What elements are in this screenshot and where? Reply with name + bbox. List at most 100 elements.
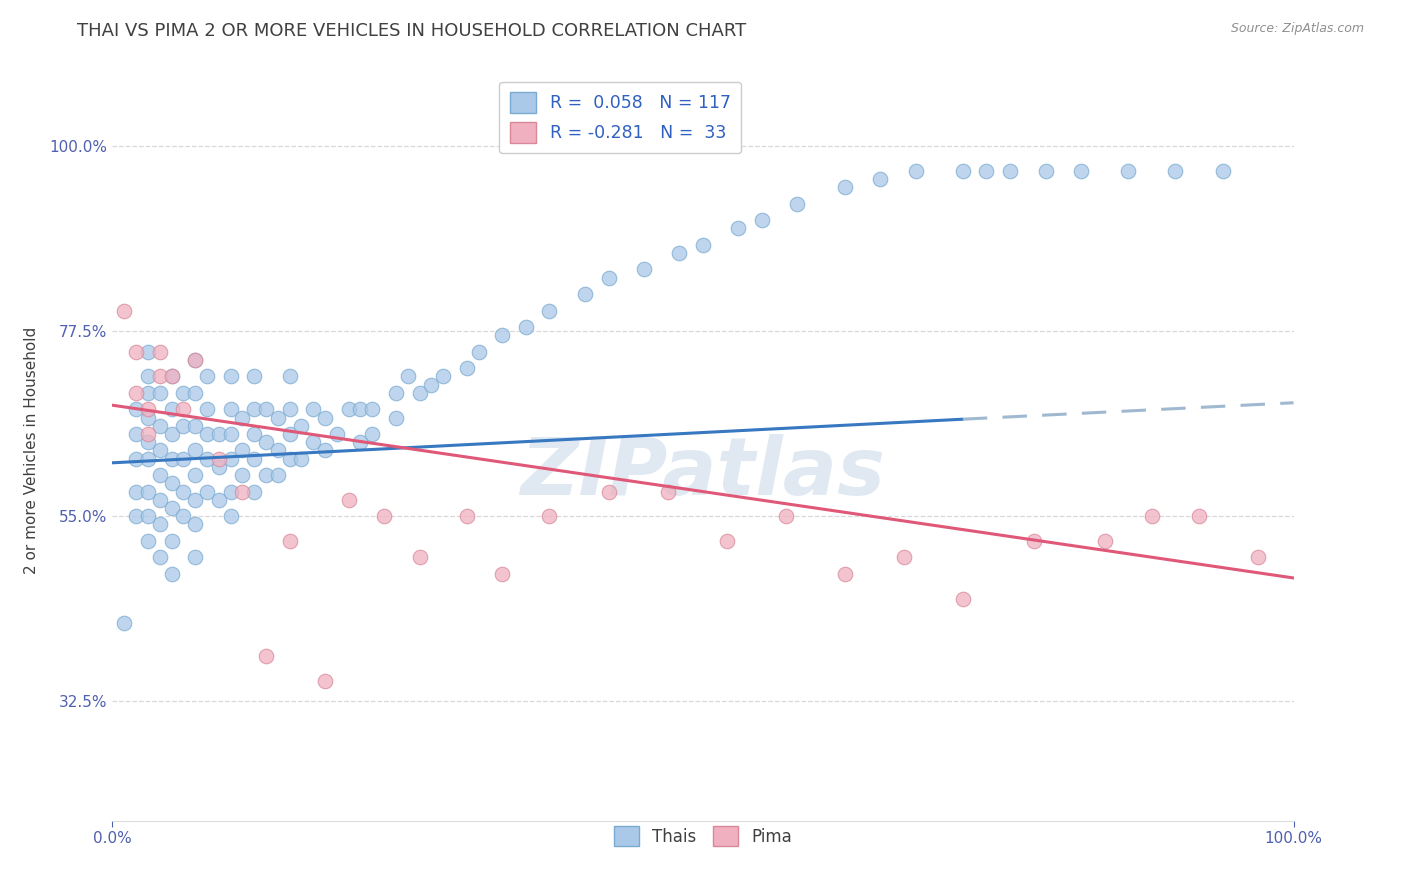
Point — [172, 385, 194, 400]
Point — [136, 410, 159, 425]
Point — [184, 353, 207, 368]
Point — [337, 402, 360, 417]
Point — [231, 484, 253, 499]
Point — [361, 427, 384, 442]
Point — [775, 509, 797, 524]
Point — [172, 484, 194, 499]
Point — [538, 509, 561, 524]
Point — [136, 484, 159, 499]
Point — [149, 443, 172, 458]
Point — [278, 533, 301, 548]
Text: ZIPatlas: ZIPatlas — [520, 434, 886, 512]
Point — [243, 427, 266, 442]
Point — [184, 353, 207, 368]
Point — [467, 344, 489, 359]
Point — [314, 673, 336, 688]
Point — [208, 451, 231, 466]
Point — [278, 402, 301, 417]
Point — [893, 550, 915, 565]
Point — [290, 418, 312, 433]
Point — [1188, 509, 1211, 524]
Point — [834, 180, 856, 194]
Point — [184, 550, 207, 565]
Point — [149, 492, 172, 507]
Point — [243, 484, 266, 499]
Point — [172, 402, 194, 417]
Point — [574, 287, 596, 301]
Point — [125, 402, 148, 417]
Point — [231, 443, 253, 458]
Point — [160, 369, 183, 384]
Point — [149, 418, 172, 433]
Point — [1022, 533, 1045, 548]
Point — [219, 369, 242, 384]
Point — [172, 418, 194, 433]
Point — [598, 484, 620, 499]
Point — [361, 402, 384, 417]
Y-axis label: 2 or more Vehicles in Household: 2 or more Vehicles in Household — [24, 326, 38, 574]
Point — [208, 427, 231, 442]
Point — [408, 385, 430, 400]
Point — [184, 492, 207, 507]
Point — [598, 270, 620, 285]
Point — [160, 476, 183, 491]
Point — [314, 443, 336, 458]
Point — [267, 468, 290, 483]
Point — [1070, 163, 1092, 178]
Point — [314, 410, 336, 425]
Point — [1140, 509, 1163, 524]
Legend: Thais, Pima: Thais, Pima — [607, 820, 799, 853]
Point — [515, 320, 537, 334]
Point — [786, 196, 808, 211]
Point — [184, 418, 207, 433]
Point — [184, 443, 207, 458]
Point — [1164, 163, 1187, 178]
Point — [538, 303, 561, 318]
Point — [149, 344, 172, 359]
Point — [125, 484, 148, 499]
Point — [834, 566, 856, 581]
Point — [195, 451, 218, 466]
Point — [195, 369, 218, 384]
Point — [243, 369, 266, 384]
Point — [219, 484, 242, 499]
Point — [456, 509, 478, 524]
Point — [172, 451, 194, 466]
Point — [869, 172, 891, 186]
Point — [136, 427, 159, 442]
Point — [385, 385, 408, 400]
Point — [243, 451, 266, 466]
Point — [160, 451, 183, 466]
Point — [125, 385, 148, 400]
Point — [290, 451, 312, 466]
Point — [385, 410, 408, 425]
Point — [136, 509, 159, 524]
Point — [1247, 550, 1270, 565]
Point — [219, 402, 242, 417]
Point — [952, 591, 974, 606]
Point — [633, 262, 655, 277]
Point — [326, 427, 349, 442]
Point — [149, 369, 172, 384]
Point — [208, 459, 231, 474]
Point — [136, 385, 159, 400]
Point — [373, 509, 395, 524]
Text: Source: ZipAtlas.com: Source: ZipAtlas.com — [1230, 22, 1364, 36]
Point — [149, 550, 172, 565]
Point — [349, 435, 371, 450]
Point — [337, 492, 360, 507]
Point — [254, 435, 277, 450]
Point — [160, 427, 183, 442]
Point — [160, 566, 183, 581]
Point — [184, 385, 207, 400]
Point — [125, 509, 148, 524]
Point — [396, 369, 419, 384]
Point — [125, 451, 148, 466]
Point — [254, 402, 277, 417]
Point — [219, 427, 242, 442]
Point — [420, 377, 443, 392]
Point — [136, 344, 159, 359]
Point — [302, 435, 325, 450]
Point — [125, 344, 148, 359]
Point — [149, 468, 172, 483]
